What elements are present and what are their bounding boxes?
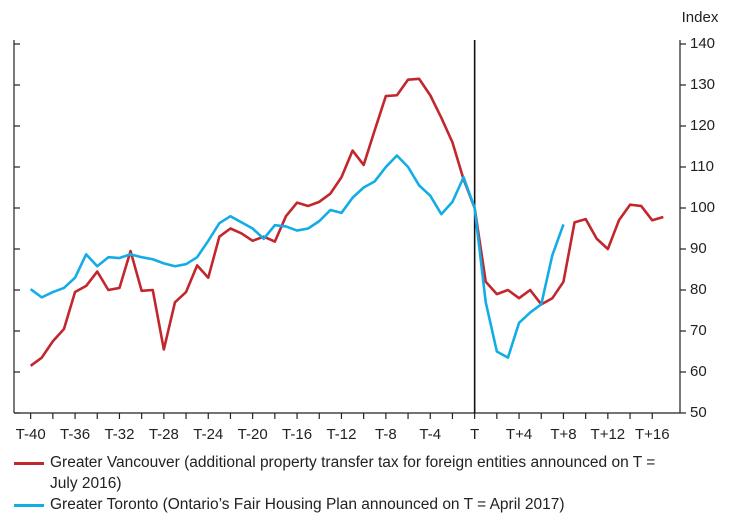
y-tick-label: 110 bbox=[690, 158, 714, 175]
x-tick-label: T-28 bbox=[149, 426, 179, 443]
legend-label: Greater Toronto (Ontario’s Fair Housing … bbox=[50, 496, 565, 513]
chart: Index 50 60 70 80 90 100 110 120 130 140 T-40 T-36 T… bbox=[13, 9, 719, 443]
legend-entry: Greater Vancouver (additional property t… bbox=[14, 452, 714, 494]
y-tick-label: 80 bbox=[690, 281, 707, 298]
y-tick-label: 140 bbox=[690, 35, 715, 52]
legend-swatch bbox=[14, 462, 44, 465]
y-tick-label: 90 bbox=[690, 240, 707, 257]
x-tick-label: T-40 bbox=[16, 426, 46, 443]
y-tick-label: 70 bbox=[690, 322, 707, 339]
x-tick-label: T-24 bbox=[193, 426, 223, 443]
x-tick-label: T-36 bbox=[60, 426, 90, 443]
legend-entry: Greater Toronto (Ontario’s Fair Housing … bbox=[14, 494, 714, 515]
x-tick-label: T-12 bbox=[326, 426, 356, 443]
x-tick-label: T-20 bbox=[238, 426, 268, 443]
y-tick-label: 50 bbox=[690, 404, 707, 421]
legend-swatch bbox=[14, 504, 44, 507]
series-line bbox=[29, 77, 664, 367]
x-tick-label: T-8 bbox=[375, 426, 397, 443]
x-tick-label: T+16 bbox=[635, 426, 670, 443]
y-tick-label: 60 bbox=[690, 363, 707, 380]
x-tick-label: T-4 bbox=[419, 426, 441, 443]
y-tick-label: 100 bbox=[690, 199, 715, 216]
legend: Greater Vancouver (additional property t… bbox=[14, 452, 714, 515]
y-tick-label: 120 bbox=[690, 117, 715, 134]
y-axis-label: Index bbox=[682, 9, 719, 26]
x-tick-label: T bbox=[470, 426, 479, 443]
y-tick-label: 130 bbox=[690, 76, 715, 93]
x-tick-label: T-32 bbox=[104, 426, 134, 443]
x-tick-label: T-16 bbox=[282, 426, 312, 443]
x-tick-label: T+12 bbox=[591, 426, 626, 443]
x-tick-label: T+8 bbox=[550, 426, 576, 443]
x-tick-label: T+4 bbox=[506, 426, 532, 443]
series-line bbox=[29, 154, 565, 359]
legend-label: Greater Vancouver (additional property t… bbox=[50, 454, 656, 492]
